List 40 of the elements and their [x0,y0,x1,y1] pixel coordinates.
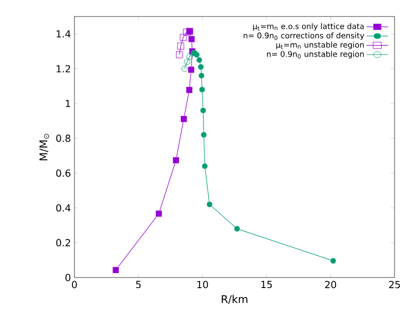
point [330,258,336,264]
y-tick-label: 0.4 [56,204,70,212]
point [181,65,188,72]
y-tick-label: 1.4 [56,30,70,38]
y-tick-label: 0 [65,274,70,282]
point [188,36,195,42]
x-tick-label: 5 [136,280,141,288]
x-tick-label: 20 [325,280,336,288]
y-tick-label: 0.8 [56,134,70,142]
x-tick-label: 10 [197,280,208,288]
point [200,107,206,114]
point [177,42,184,50]
x-axis-title: R/km [222,294,248,304]
x-tick-label: 15 [261,280,272,288]
point [180,116,188,122]
y-tick-label: 0.2 [56,238,70,246]
y-axis-title: M/M$_{⊙}$ [40,134,49,160]
point [186,53,193,60]
point [112,266,120,274]
point [198,64,204,70]
point [206,201,213,208]
point [180,34,187,41]
point [234,226,240,232]
point [155,210,162,217]
point [183,28,190,36]
point [199,86,206,93]
point [198,72,205,79]
y-tick-label: 1.2 [56,65,70,72]
x-tick-label: 25 [389,280,400,288]
point [200,132,207,138]
y-tick-label: 1 [66,100,70,107]
point [186,86,193,94]
point [176,51,183,58]
point [172,156,180,164]
point [188,66,195,73]
point [196,56,202,63]
point [202,163,208,170]
x-tick-label: 0 [72,280,77,288]
y-tick-label: 0.6 [56,169,70,177]
point [184,58,190,65]
